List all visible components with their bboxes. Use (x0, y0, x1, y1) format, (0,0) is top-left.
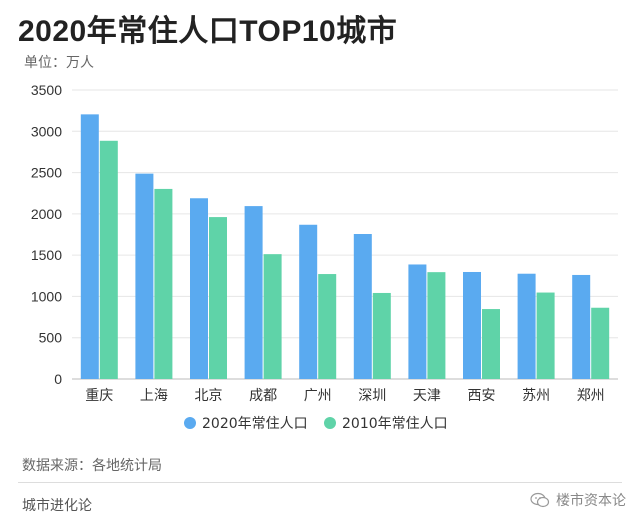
bar-2020 (408, 264, 427, 379)
x-tick-label: 上海 (140, 388, 168, 404)
bar-2010 (154, 188, 173, 379)
y-tick-label: 500 (39, 330, 63, 346)
y-tick-label: 0 (54, 371, 62, 387)
bar-2010 (318, 274, 337, 379)
bar-2020 (80, 114, 99, 379)
bar-2020 (353, 234, 372, 379)
y-tick-label: 3000 (31, 123, 62, 139)
wechat-icon (530, 492, 550, 508)
bar-2010 (536, 292, 555, 379)
bar-chart: 0 500 1000 1500 2000 2500 3000 3500 重庆 上海 北京 成都 广州 深圳… (31, 82, 618, 432)
brand-label: 城市进化论 (22, 497, 92, 513)
y-tick-label: 2500 (31, 165, 62, 181)
chart-title: 2020年常住人口TOP10城市 (18, 15, 398, 48)
divider (18, 482, 622, 483)
y-tick-label: 1000 (31, 288, 62, 304)
legend-marker (324, 417, 336, 429)
x-tick-label: 北京 (195, 388, 223, 404)
bar-2020 (572, 274, 591, 379)
x-tick-label: 广州 (304, 388, 332, 404)
x-tick-label: 深圳 (358, 388, 386, 404)
x-tick-label: 天津 (413, 388, 441, 404)
bar-2010 (263, 254, 282, 379)
x-tick-label: 西安 (468, 388, 496, 404)
y-tick-label: 3500 (31, 82, 62, 98)
bar-2020 (135, 173, 154, 379)
bar-2010 (209, 217, 227, 379)
unit-label: 单位：万人 (24, 54, 94, 70)
bar-2010 (427, 272, 446, 379)
y-tick-label: 2000 (31, 206, 62, 222)
bar-2020 (244, 206, 263, 379)
legend-label: 2020年常住人口 (202, 416, 308, 432)
bar-2010 (482, 309, 500, 379)
x-tick-label: 重庆 (85, 388, 113, 404)
bar-2020 (463, 271, 481, 379)
bar-2010 (372, 292, 391, 379)
bar-2020 (190, 198, 208, 379)
x-tick-label: 苏州 (522, 388, 550, 404)
y-tick-label: 1500 (31, 247, 62, 263)
bar-2020 (299, 224, 318, 379)
bar-2010 (99, 140, 118, 379)
data-source: 数据来源：各地统计局 (22, 457, 162, 473)
bar-2010 (591, 307, 610, 379)
watermark-text: 楼市资本论 (556, 492, 626, 508)
legend-label: 2010年常住人口 (342, 416, 448, 432)
legend-marker (184, 417, 196, 429)
x-tick-label: 成都 (249, 388, 277, 404)
watermark: 楼市资本论 (530, 490, 626, 510)
bar-2020 (517, 273, 536, 379)
x-tick-label: 郑州 (577, 388, 605, 404)
